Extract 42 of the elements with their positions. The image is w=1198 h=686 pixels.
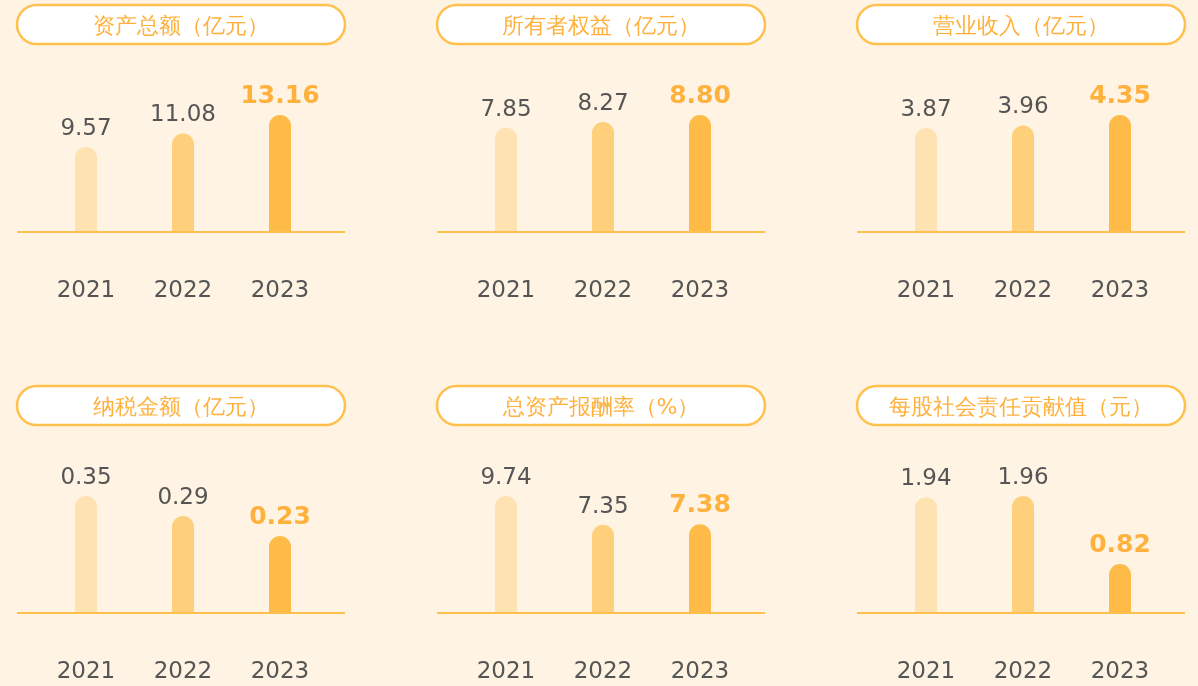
x-tick-label: 2023 (1090, 657, 1150, 683)
chart-title: 营业收入（亿元） (933, 13, 1109, 38)
data-label: 7.38 (669, 489, 731, 519)
data-label: 4.35 (1089, 80, 1151, 109)
data-label: 8.27 (577, 89, 629, 116)
x-tick-label: 2022 (573, 657, 633, 683)
data-label: 3.96 (997, 92, 1049, 119)
chart-title: 总资产报酬率（%） (501, 394, 700, 419)
data-label: 1.94 (900, 464, 952, 491)
x-tick-label: 2021 (476, 657, 536, 683)
chart-title: 纳税金额（亿元） (93, 394, 269, 419)
data-label: 7.35 (577, 491, 629, 518)
data-label: 0.82 (1089, 529, 1151, 559)
data-label: 0.23 (249, 501, 311, 531)
data-label: 3.87 (900, 94, 952, 121)
x-tick-label: 2023 (250, 657, 310, 683)
data-label: 8.80 (669, 80, 731, 109)
x-tick-label: 2021 (476, 276, 536, 302)
data-label: 9.57 (60, 113, 112, 140)
x-tick-label: 2022 (573, 276, 633, 302)
data-label: 1.96 (997, 463, 1049, 489)
data-label: 0.35 (60, 463, 112, 489)
x-tick-label: 2021 (56, 276, 116, 302)
x-tick-label: 2021 (56, 657, 116, 683)
x-tick-label: 2022 (153, 276, 213, 302)
data-label: 13.16 (240, 80, 320, 109)
x-tick-label: 2022 (993, 276, 1053, 302)
x-tick-label: 2022 (993, 657, 1053, 683)
x-tick-label: 2023 (250, 276, 310, 302)
data-label: 11.08 (150, 100, 216, 127)
data-label: 0.29 (157, 483, 209, 510)
x-tick-label: 2022 (153, 657, 213, 683)
x-tick-label: 2021 (896, 657, 956, 683)
x-tick-label: 2021 (896, 276, 956, 302)
chart-title: 每股社会责任贡献值（元） (889, 394, 1153, 419)
data-label: 9.74 (480, 463, 532, 489)
data-label: 7.85 (480, 94, 532, 121)
x-tick-label: 2023 (1090, 276, 1150, 302)
chart-title: 所有者权益（亿元） (502, 13, 700, 38)
chart-title: 资产总额（亿元） (93, 13, 269, 38)
x-tick-label: 2023 (670, 276, 730, 302)
x-tick-label: 2023 (670, 657, 730, 683)
